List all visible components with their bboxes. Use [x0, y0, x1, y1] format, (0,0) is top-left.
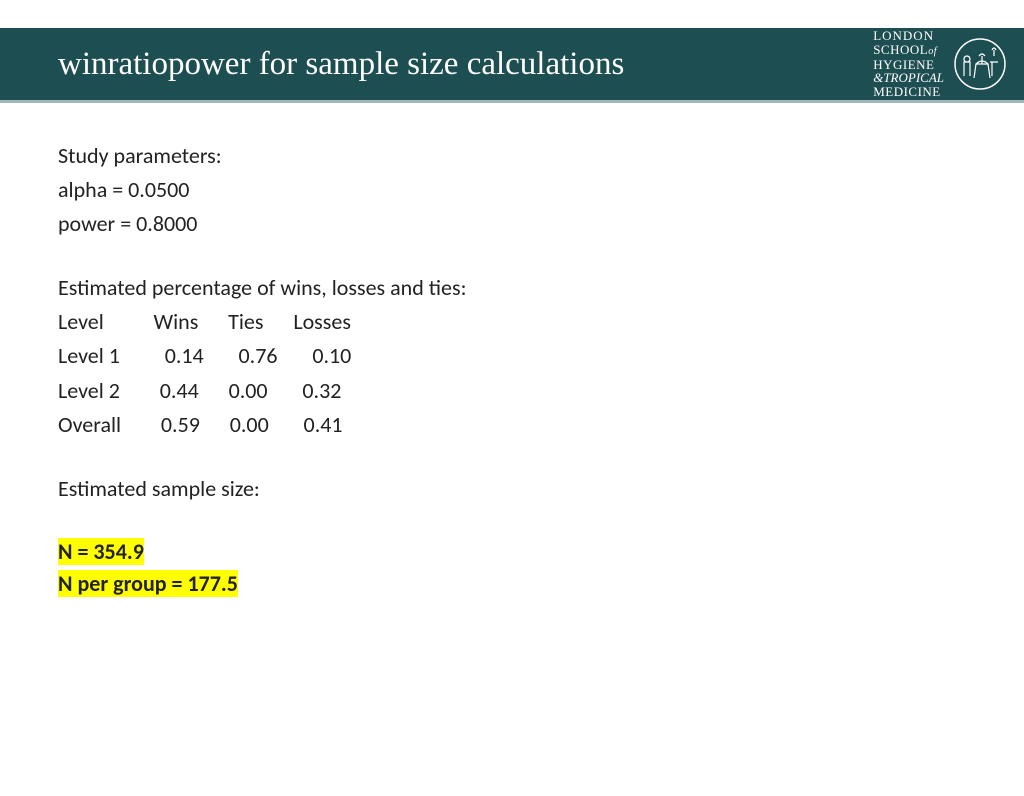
n-per-group-highlight: N per group = 177.5 — [58, 570, 238, 597]
institution-logo: LONDON SCHOOLof HYGIENE &TROPICAL MEDICI… — [873, 29, 1006, 98]
logo-line-1: LONDON — [873, 29, 944, 43]
sample-size-heading: Estimated sample size: — [58, 472, 1024, 506]
sample-size-block: Estimated sample size: — [58, 472, 1024, 506]
table-header-row: Level Wins Ties Losses — [58, 305, 1024, 339]
logo-text: LONDON SCHOOLof HYGIENE &TROPICAL MEDICI… — [873, 29, 944, 98]
logo-line-4: &TROPICAL — [873, 71, 944, 85]
results-block: N = 354.9 N per group = 177.5 — [58, 536, 1024, 600]
study-params-heading: Study parameters: — [58, 139, 1024, 173]
lshtm-emblem-icon — [954, 36, 1006, 92]
logo-line-3: HYGIENE — [873, 58, 944, 72]
study-parameters-block: Study parameters: alpha = 0.0500 power =… — [58, 139, 1024, 241]
table-row: Level 1 0.14 0.76 0.10 — [58, 339, 1024, 373]
estimates-heading: Estimated percentage of wins, losses and… — [58, 271, 1024, 305]
estimates-block: Estimated percentage of wins, losses and… — [58, 271, 1024, 441]
slide-title: winratiopower for sample size calculatio… — [58, 46, 624, 83]
logo-line-2: SCHOOLof — [873, 43, 944, 58]
alpha-line: alpha = 0.0500 — [58, 173, 1024, 207]
slide-header: winratiopower for sample size calculatio… — [0, 28, 1024, 103]
n-total-highlight: N = 354.9 — [58, 538, 144, 565]
power-line: power = 0.8000 — [58, 207, 1024, 241]
slide-content: Study parameters: alpha = 0.0500 power =… — [0, 103, 1024, 600]
table-row: Overall 0.59 0.00 0.41 — [58, 408, 1024, 442]
table-row: Level 2 0.44 0.00 0.32 — [58, 374, 1024, 408]
logo-line-5: MEDICINE — [873, 85, 944, 99]
